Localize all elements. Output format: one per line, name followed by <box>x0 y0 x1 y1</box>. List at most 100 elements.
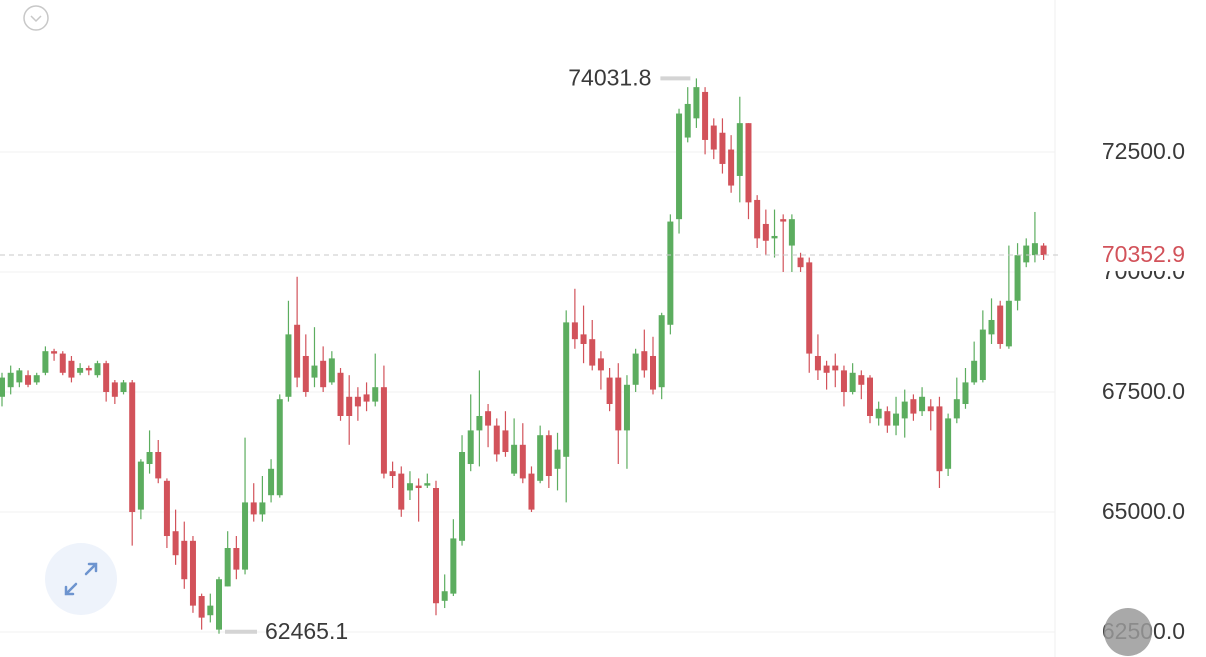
candle-body <box>615 377 622 431</box>
candle-body <box>832 365 839 371</box>
candle-body <box>988 319 995 335</box>
candle-body <box>233 548 240 570</box>
candle-body <box>684 103 691 138</box>
candle-body <box>311 365 318 378</box>
candle-body <box>901 401 908 419</box>
candle-body <box>693 87 700 119</box>
candle-body <box>120 382 127 392</box>
candle-body <box>485 411 492 426</box>
candle-body <box>676 113 683 220</box>
scroll-button[interactable] <box>1104 608 1152 656</box>
candle-body <box>762 223 769 241</box>
candle-body <box>910 399 917 414</box>
candle-body <box>389 471 396 477</box>
candle-body <box>250 502 257 515</box>
candle-body <box>867 377 873 416</box>
candle-body <box>346 396 353 416</box>
max-label: 74031.8 <box>568 64 651 90</box>
candle-body <box>189 540 196 606</box>
candle-body <box>597 358 604 371</box>
candle-body <box>641 351 648 371</box>
candle-body <box>814 355 821 371</box>
candle-body <box>242 502 249 570</box>
candle-body <box>979 329 986 380</box>
candle-body <box>875 408 882 419</box>
collapse-button[interactable] <box>23 5 49 31</box>
candle-body <box>111 382 118 397</box>
candle-body <box>632 353 639 385</box>
expand-button[interactable] <box>45 543 117 615</box>
candle-body <box>216 579 222 630</box>
candle-body <box>33 375 40 383</box>
candle-body <box>519 444 526 479</box>
candle-body <box>406 483 413 491</box>
candle-body <box>554 449 561 469</box>
candle-body <box>285 334 292 397</box>
candle-body <box>94 363 101 376</box>
candle-body <box>971 360 978 383</box>
candle-body <box>1023 245 1030 263</box>
candle-body <box>797 257 804 268</box>
candle-body <box>380 387 387 474</box>
candle-body <box>77 367 84 373</box>
candle-body <box>858 375 865 385</box>
y-tick-label: 72500.0 <box>1102 138 1185 164</box>
candle-body <box>962 382 969 404</box>
candles <box>0 78 1047 634</box>
candle-body <box>372 387 379 402</box>
candle-body <box>658 315 665 388</box>
candle-body <box>606 377 613 404</box>
candle-body <box>224 548 231 587</box>
candle-body <box>589 339 596 366</box>
collapse-icon <box>30 15 42 23</box>
candle-body <box>302 355 309 392</box>
y-tick-label: 67500.0 <box>1102 378 1185 404</box>
candle-body <box>719 132 726 164</box>
candle-body <box>1005 300 1012 347</box>
candle-body <box>736 123 743 176</box>
price-label-bg <box>1066 239 1206 272</box>
candle-body <box>623 384 630 431</box>
candle-body <box>294 324 301 378</box>
candle-body <box>511 444 518 474</box>
candle-body <box>1014 255 1021 301</box>
candle-body <box>415 485 422 489</box>
candle-body <box>1031 243 1038 256</box>
candle-body <box>936 406 943 472</box>
candle-body <box>268 468 275 496</box>
candle-body <box>51 351 58 354</box>
candle-body <box>0 377 5 397</box>
min-label: 62465.1 <box>265 618 348 644</box>
candle-body <box>181 540 188 580</box>
candle-body <box>780 219 787 222</box>
candle-body <box>363 394 370 402</box>
candle-body <box>840 370 847 392</box>
candle-body <box>16 370 23 383</box>
candle-body <box>893 413 900 426</box>
candle-body <box>884 411 891 426</box>
candle-body <box>1040 245 1047 256</box>
candle-body <box>849 372 856 392</box>
candle-body <box>129 382 136 513</box>
candle-body <box>545 435 552 477</box>
candle-body <box>354 396 361 407</box>
expand-icon <box>64 562 98 596</box>
candle-body <box>927 406 934 412</box>
candle-body <box>459 452 466 541</box>
candle-body <box>441 591 448 601</box>
candle-body <box>771 235 778 239</box>
overlay: 74031.8 62465.1 70352.9 <box>0 64 1206 644</box>
candle-body <box>398 473 405 510</box>
candle-body <box>424 483 431 486</box>
candle-body <box>85 367 92 371</box>
candle-body <box>476 415 483 431</box>
candle-body <box>103 363 110 392</box>
candle-body <box>745 123 752 203</box>
candle-body <box>528 473 535 510</box>
y-tick-label: 65000.0 <box>1102 498 1185 524</box>
candle-body <box>328 358 335 383</box>
candle-body <box>650 355 656 390</box>
candle-body <box>42 351 49 373</box>
